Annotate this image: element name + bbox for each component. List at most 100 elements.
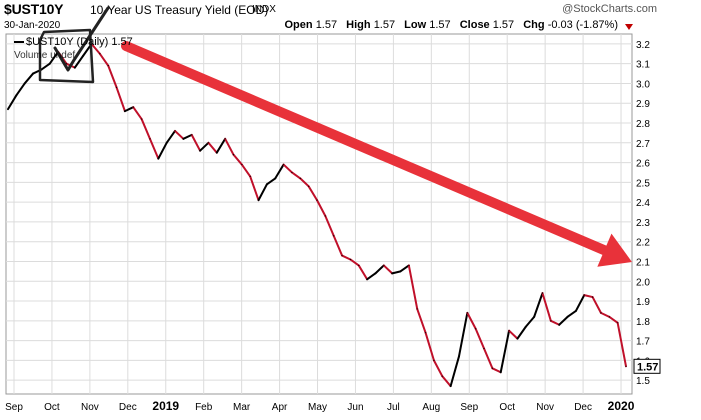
series-segment: [316, 199, 327, 217]
series-segment: [290, 171, 302, 180]
data-point: [558, 324, 560, 326]
data-point: [441, 375, 443, 377]
series-segment: [457, 311, 469, 358]
series-segment: [165, 129, 177, 144]
data-point: [224, 138, 226, 140]
series-segment: [190, 133, 202, 152]
data-point: [32, 72, 34, 75]
y-tick-label: 2.9: [636, 99, 650, 110]
series-segment: [282, 163, 293, 174]
series-segment: [533, 292, 544, 318]
open-value: 1.57: [315, 19, 338, 31]
series-segment: [265, 177, 277, 186]
data-point: [408, 264, 410, 267]
data-point: [617, 322, 619, 324]
series-segment: [240, 163, 252, 178]
data-point: [424, 332, 427, 334]
data-point: [500, 371, 502, 373]
data-point: [82, 55, 84, 57]
data-point: [433, 359, 435, 361]
data-point: [141, 118, 143, 120]
x-tick-label: Aug: [422, 402, 440, 413]
data-point: [391, 272, 393, 274]
series-segment: [332, 234, 344, 257]
exchange-label: INDX: [252, 4, 276, 15]
series-segment: [299, 177, 310, 188]
series-segment: [616, 321, 627, 368]
data-point: [491, 367, 493, 369]
series-segment: [608, 315, 619, 324]
x-tick-label: Mar: [233, 402, 251, 413]
data-point: [274, 177, 276, 179]
series-segment: [357, 264, 369, 281]
series-segment: [449, 355, 460, 388]
series-segment: [574, 294, 586, 312]
y-tick-label: 2.1: [636, 257, 650, 268]
data-point: [399, 270, 402, 272]
volume-legend: Volume undef: [14, 50, 76, 61]
quote-summary: Open 1.57 High 1.57 Low 1.57 Close 1.57 …: [285, 19, 625, 31]
data-point: [358, 264, 360, 267]
series-segment: [73, 54, 85, 69]
series-segment: [407, 264, 419, 310]
x-tick-label: Dec: [574, 402, 592, 413]
data-point: [600, 312, 602, 314]
quote-date: 30-Jan-2020: [4, 20, 61, 31]
data-point: [550, 320, 552, 322]
series-segment: [399, 264, 410, 273]
data-point: [516, 338, 519, 340]
data-point: [366, 278, 368, 280]
series-segment: [382, 264, 394, 275]
y-tick-label: 2.3: [636, 218, 650, 229]
x-tick-label: Apr: [272, 402, 288, 413]
series-segment: [549, 319, 561, 326]
brand-watermark: @StockCharts.com: [562, 3, 657, 15]
series-segment: [232, 153, 243, 166]
data-point: [7, 108, 9, 110]
data-point: [99, 53, 101, 55]
series-segment: [499, 329, 511, 374]
data-point: [591, 296, 594, 298]
series-segment: [107, 64, 118, 89]
chg-value: -0.03 (-1.87%): [547, 19, 618, 31]
x-tick-label: Nov: [536, 402, 554, 413]
series-segment: [566, 309, 577, 318]
series-segment: [257, 183, 268, 202]
data-point: [74, 67, 76, 69]
y-tick-label: 2.4: [636, 198, 650, 209]
series-segment: [583, 294, 594, 299]
low-label: Low: [404, 19, 427, 31]
y-tick-label: 3.0: [636, 79, 650, 90]
data-point: [483, 347, 485, 350]
data-point: [282, 163, 285, 166]
series-segment: [157, 141, 168, 160]
data-point: [241, 163, 243, 166]
close-label: Close: [459, 19, 490, 31]
series-segment: [98, 52, 110, 67]
series-segment: [416, 307, 427, 334]
series-segment: [215, 137, 227, 154]
series-segment: [341, 254, 352, 261]
y-tick-label: 3.1: [636, 60, 650, 71]
series-segment: [307, 185, 318, 202]
data-point: [124, 110, 126, 112]
series-segment: [541, 292, 552, 322]
series-segment: [174, 129, 185, 140]
series-segment: [491, 367, 502, 374]
data-point: [232, 154, 235, 156]
series-segment: [524, 315, 536, 328]
data-point: [266, 183, 268, 185]
data-point: [199, 150, 201, 152]
series-segment: [424, 331, 435, 362]
data-point: [166, 142, 168, 144]
data-point: [157, 158, 159, 160]
data-point: [416, 308, 418, 310]
data-point: [458, 355, 460, 358]
trend-arrow-head: [597, 233, 632, 267]
close-value: 1.57: [492, 19, 515, 31]
series-segment: [148, 137, 160, 160]
data-point: [349, 258, 352, 261]
annotation-box: [38, 28, 95, 84]
series-segment: [474, 327, 486, 350]
series-segment: [7, 94, 18, 111]
